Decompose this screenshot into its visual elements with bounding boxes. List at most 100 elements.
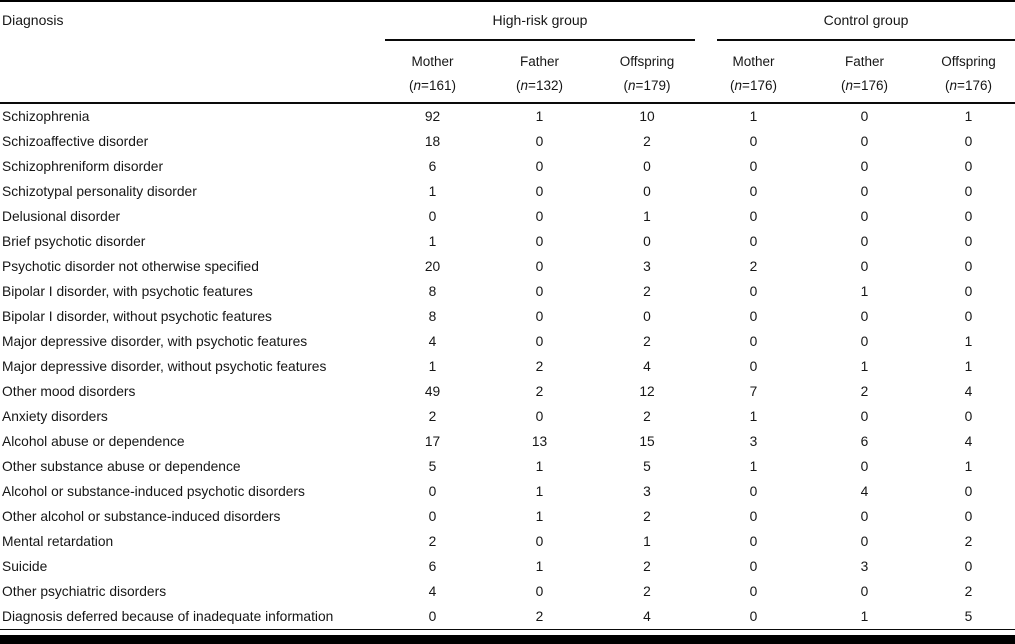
cell-cg-father: 1 bbox=[860, 609, 869, 624]
cell-cg-father: 6 bbox=[860, 434, 869, 449]
cell-hr-father: 1 bbox=[535, 109, 544, 124]
col-header-cg-mother: Mother (n=176) bbox=[730, 54, 777, 93]
cell-cg-father: 0 bbox=[860, 459, 869, 474]
cell-cg-offspring: 0 bbox=[964, 259, 973, 274]
row-diagnosis-label: Delusional disorder bbox=[2, 209, 121, 224]
control-group-rule bbox=[717, 39, 1015, 41]
cell-hr-mother: 0 bbox=[428, 509, 437, 524]
cell-hr-offspring: 4 bbox=[643, 359, 651, 374]
row-diagnosis-label: Schizophrenia bbox=[2, 109, 90, 124]
row-diagnosis-label: Bipolar I disorder, without psychotic fe… bbox=[2, 309, 272, 324]
cell-cg-offspring: 5 bbox=[964, 609, 973, 624]
cell-cg-mother: 0 bbox=[749, 509, 758, 524]
cell-hr-offspring: 2 bbox=[643, 334, 651, 349]
cell-hr-mother: 0 bbox=[428, 609, 437, 624]
cell-hr-mother: 8 bbox=[428, 284, 437, 299]
table-row: Brief psychotic disorder 1 0 0 0 0 0 bbox=[0, 229, 1015, 254]
cell-hr-offspring: 2 bbox=[643, 509, 651, 524]
cell-hr-father: 0 bbox=[535, 309, 544, 324]
col-header-hr-offspring: Offspring (n=179) bbox=[619, 54, 675, 93]
table-row: Other substance abuse or dependence 5 1 … bbox=[0, 454, 1015, 479]
table-body: Schizophrenia 92 1 10 1 0 1 Schizoaffect… bbox=[0, 104, 1015, 629]
row-diagnosis-label: Anxiety disorders bbox=[2, 409, 108, 424]
table-row: Schizotypal personality disorder 1 0 0 0… bbox=[0, 179, 1015, 204]
cell-cg-offspring: 0 bbox=[964, 134, 973, 149]
cell-hr-offspring: 3 bbox=[643, 259, 651, 274]
table-row: Diagnosis deferred because of inadequate… bbox=[0, 604, 1015, 629]
col-header-hr-mother: Mother (n=161) bbox=[409, 54, 456, 93]
cell-cg-offspring: 0 bbox=[964, 159, 973, 174]
cell-hr-mother: 1 bbox=[428, 234, 437, 249]
row-diagnosis-label: Schizophreniform disorder bbox=[2, 159, 164, 174]
row-diagnosis-label: Other psychiatric disorders bbox=[2, 584, 167, 599]
table-row: Alcohol or substance-induced psychotic d… bbox=[0, 479, 1015, 504]
cell-cg-father: 0 bbox=[860, 184, 869, 199]
cell-hr-offspring: 0 bbox=[643, 234, 651, 249]
cell-cg-mother: 1 bbox=[749, 459, 758, 474]
table-row: Psychotic disorder not otherwise specifi… bbox=[0, 254, 1015, 279]
cell-cg-offspring: 0 bbox=[964, 309, 973, 324]
cell-hr-mother: 5 bbox=[428, 459, 437, 474]
cell-hr-father: 2 bbox=[535, 609, 544, 624]
cell-cg-mother: 0 bbox=[749, 359, 758, 374]
cell-hr-mother: 0 bbox=[428, 209, 437, 224]
row-diagnosis-label: Other substance abuse or dependence bbox=[2, 459, 241, 474]
cell-hr-father: 0 bbox=[535, 134, 544, 149]
cell-hr-mother: 0 bbox=[428, 484, 437, 499]
cell-cg-father: 0 bbox=[860, 584, 869, 599]
cell-cg-offspring: 0 bbox=[964, 484, 973, 499]
cell-cg-offspring: 1 bbox=[964, 334, 973, 349]
cell-hr-father: 2 bbox=[535, 384, 544, 399]
table-row: Bipolar I disorder, without psychotic fe… bbox=[0, 304, 1015, 329]
row-diagnosis-label: Alcohol or substance-induced psychotic d… bbox=[2, 484, 305, 499]
cell-cg-mother: 3 bbox=[749, 434, 758, 449]
table-row: Suicide 6 1 2 0 3 0 bbox=[0, 554, 1015, 579]
cell-cg-offspring: 0 bbox=[964, 509, 973, 524]
table-row: Bipolar I disorder, with psychotic featu… bbox=[0, 279, 1015, 304]
diagnosis-column-header: Diagnosis bbox=[2, 12, 64, 28]
cell-cg-father: 0 bbox=[860, 209, 869, 224]
cell-hr-offspring: 15 bbox=[639, 434, 655, 449]
cell-cg-mother: 0 bbox=[749, 534, 758, 549]
table-row: Major depressive disorder, without psych… bbox=[0, 354, 1015, 379]
row-diagnosis-label: Psychotic disorder not otherwise specifi… bbox=[2, 259, 259, 274]
table-row: Alcohol abuse or dependence 17 13 15 3 6… bbox=[0, 429, 1015, 454]
table-row: Anxiety disorders 2 0 2 1 0 0 bbox=[0, 404, 1015, 429]
cell-cg-mother: 0 bbox=[749, 184, 758, 199]
table-row: Mental retardation 2 0 1 0 0 2 bbox=[0, 529, 1015, 554]
cell-cg-father: 4 bbox=[860, 484, 869, 499]
cell-cg-mother: 0 bbox=[749, 334, 758, 349]
cell-hr-father: 0 bbox=[535, 259, 544, 274]
cell-hr-offspring: 12 bbox=[639, 384, 655, 399]
cell-cg-father: 1 bbox=[860, 359, 869, 374]
cell-cg-father: 0 bbox=[860, 534, 869, 549]
row-diagnosis-label: Suicide bbox=[2, 559, 48, 574]
row-diagnosis-label: Diagnosis deferred because of inadequate… bbox=[2, 609, 334, 624]
cell-cg-offspring: 0 bbox=[964, 284, 973, 299]
cell-cg-mother: 0 bbox=[749, 609, 758, 624]
cell-cg-father: 0 bbox=[860, 134, 869, 149]
cell-cg-father: 3 bbox=[860, 559, 869, 574]
table-row: Other psychiatric disorders 4 0 2 0 0 2 bbox=[0, 579, 1015, 604]
cell-hr-offspring: 2 bbox=[643, 134, 651, 149]
cell-cg-offspring: 2 bbox=[964, 584, 973, 599]
cell-hr-mother: 6 bbox=[428, 559, 437, 574]
cell-cg-offspring: 4 bbox=[964, 384, 973, 399]
cell-hr-father: 2 bbox=[535, 359, 544, 374]
cell-hr-father: 0 bbox=[535, 234, 544, 249]
cell-cg-offspring: 4 bbox=[964, 434, 973, 449]
cell-cg-father: 0 bbox=[860, 109, 869, 124]
table-bottom-thin-rule bbox=[0, 629, 1015, 630]
cell-cg-offspring: 0 bbox=[964, 209, 973, 224]
control-group-header: Control group bbox=[823, 12, 909, 28]
cell-hr-father: 1 bbox=[535, 559, 544, 574]
table-row: Schizophrenia 92 1 10 1 0 1 bbox=[0, 104, 1015, 129]
cell-cg-father: 0 bbox=[860, 309, 869, 324]
cell-cg-mother: 0 bbox=[749, 134, 758, 149]
cell-hr-offspring: 5 bbox=[643, 459, 651, 474]
cell-cg-offspring: 1 bbox=[964, 359, 973, 374]
table-subheaders: Mother (n=161) Father (n=132) Offspring … bbox=[0, 44, 1015, 102]
cell-cg-mother: 2 bbox=[749, 259, 758, 274]
cell-hr-offspring: 1 bbox=[643, 534, 651, 549]
cell-cg-offspring: 1 bbox=[964, 109, 973, 124]
